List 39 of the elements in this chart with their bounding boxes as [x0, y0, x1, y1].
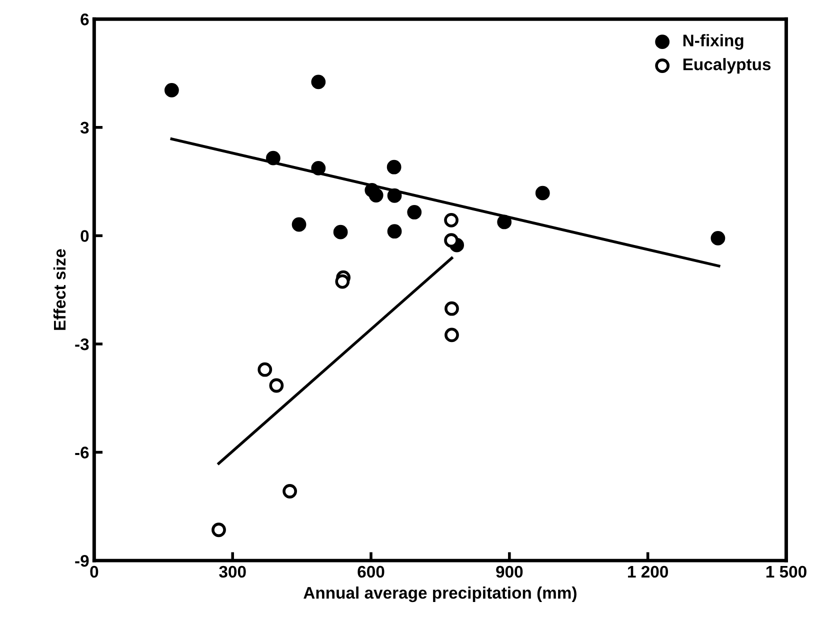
y-tick-label: -3: [75, 338, 89, 350]
x-tick-label: 1 500: [766, 566, 806, 578]
point: [212, 522, 226, 538]
point: [258, 362, 272, 377]
point: [282, 484, 298, 498]
point: [710, 231, 726, 246]
point: [333, 224, 348, 240]
point: [292, 217, 306, 232]
point: [368, 188, 384, 202]
point: [444, 328, 459, 342]
y-axis-title: Effect size: [53, 249, 66, 330]
point: [266, 150, 280, 166]
y-tick-label: -6: [75, 446, 89, 458]
point: [311, 74, 326, 90]
legend-label: Eucalyptus: [683, 58, 771, 74]
point: [535, 186, 550, 200]
x-tick-label: 300: [219, 566, 246, 578]
point: [269, 378, 284, 393]
y-tick-label: 3: [80, 122, 89, 134]
y-tick-label: 6: [80, 14, 89, 26]
x-tick-label: 900: [496, 566, 523, 578]
x-tick-label: 0: [90, 566, 98, 578]
point: [335, 274, 350, 289]
y-tick-label: -9: [75, 554, 89, 567]
point: [311, 160, 326, 176]
point: [497, 214, 512, 230]
point: [444, 212, 458, 228]
point: [164, 83, 179, 98]
point: [386, 160, 402, 174]
point: [387, 188, 402, 203]
legend-label: N-fixing: [683, 34, 744, 50]
point: [407, 205, 422, 220]
x-axis-title: Annual average precipitation (mm): [304, 586, 576, 602]
point: [387, 224, 402, 239]
y-tick-label: 0: [80, 230, 89, 242]
point: [444, 301, 459, 316]
x-tick-label: 600: [358, 566, 384, 578]
point: [444, 233, 458, 248]
x-tick-label: 1 200: [628, 566, 668, 578]
